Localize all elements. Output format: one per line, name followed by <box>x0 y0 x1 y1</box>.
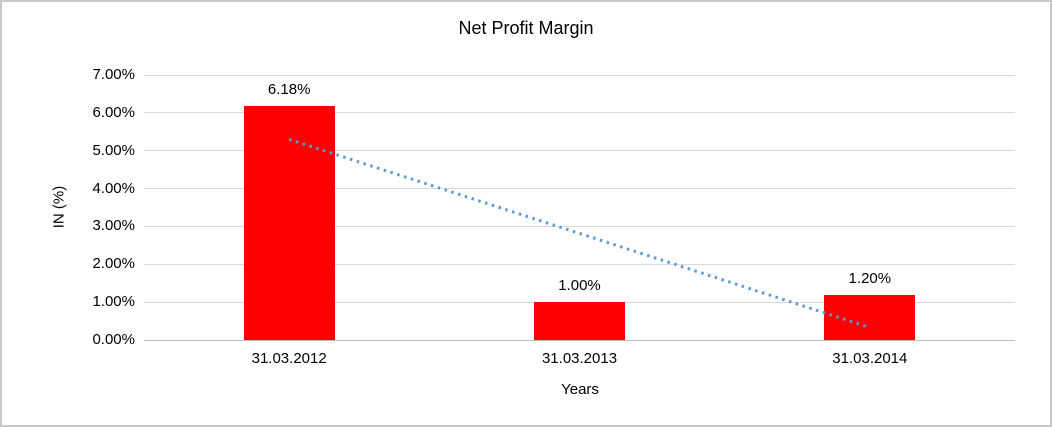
bar-value-label: 1.20% <box>848 269 892 287</box>
gridline <box>144 74 1015 76</box>
gridline <box>144 339 1015 341</box>
bar <box>243 106 335 340</box>
gridline <box>144 112 1015 114</box>
y-tick-label: 7.00% <box>92 66 135 83</box>
bar-value-label: 6.18% <box>267 81 311 99</box>
bar <box>824 294 916 340</box>
x-axis-title: Years <box>561 381 599 398</box>
bar <box>534 302 625 340</box>
bar-value-label: 1.00% <box>558 277 601 295</box>
y-tick-label: 5.00% <box>92 141 135 159</box>
y-tick-label: 3.00% <box>92 217 135 235</box>
x-tick-label: 31.03.2012 <box>251 350 327 367</box>
y-tick-label: 4.00% <box>92 179 135 197</box>
x-tick-label: 31.03.2013 <box>541 350 618 367</box>
y-tick-label: 1.00% <box>92 293 135 311</box>
x-tick-label: 31.03.2014 <box>832 350 908 367</box>
y-tick-label: 6.00% <box>92 103 135 121</box>
chart-title: Net Profit Margin <box>458 18 594 38</box>
trendline <box>288 137 871 329</box>
y-tick-label: 0.00% <box>92 331 135 348</box>
y-tick-label: 2.00% <box>92 255 135 273</box>
